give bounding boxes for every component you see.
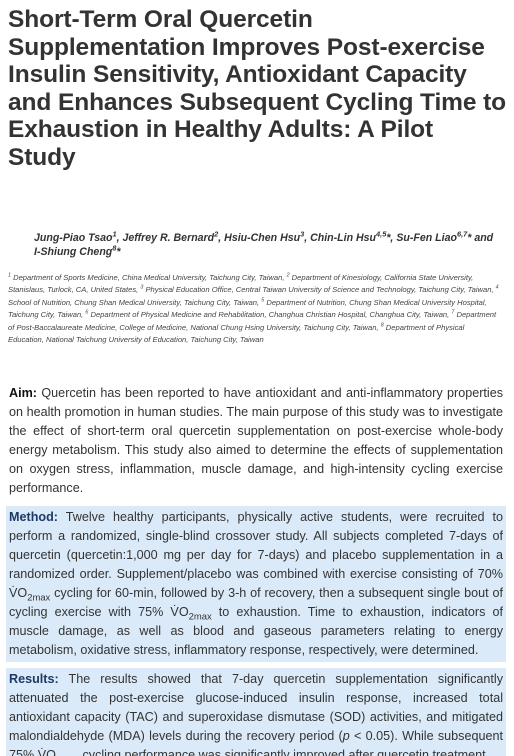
subscript: 2max	[188, 611, 212, 623]
text: , Hsiu-Chen Hsu	[218, 232, 301, 244]
superscript: 1	[112, 229, 117, 239]
text: Department of Physical Education, Nation…	[8, 322, 465, 345]
text: Department of Physical Medicine and Reha…	[88, 310, 452, 320]
article-title: Short-Term Oral Quercetin Supplementatio…	[8, 6, 506, 171]
superscript: 8	[380, 322, 384, 329]
text: The results showed that 7-day quercetin …	[9, 672, 503, 743]
superscript: 3	[300, 229, 305, 239]
text: Jung-Piao Tsao	[34, 232, 113, 244]
superscript: 4	[495, 284, 499, 291]
superscript: 5	[261, 297, 265, 304]
text: cycling for 60-min, followed by 3-h of r…	[9, 586, 503, 619]
abstract-section: Method: Twelve healthy participants, phy…	[6, 506, 506, 662]
text: , Jeffrey R. Bernard	[116, 232, 215, 244]
text: Department of Sports Medicine, China Med…	[10, 273, 287, 282]
affiliations: 1 Department of Sports Medicine, China M…	[8, 272, 500, 346]
text: * and I-Shiung Cheng	[34, 232, 494, 258]
superscript: 7	[451, 309, 455, 316]
superscript: 1	[8, 272, 11, 279]
authors: Jung-Piao Tsao1, Jeffrey R. Bernard2, Hs…	[34, 229, 494, 259]
text: cycling performance was significantly im…	[78, 748, 486, 756]
italic-text: p	[342, 729, 350, 743]
superscript: 8	[112, 243, 117, 253]
text: , Chin-Lin Hsu	[304, 232, 377, 244]
text: *	[116, 246, 121, 258]
text: to exhaustion. Time to exhaustion, indic…	[9, 605, 503, 657]
text: Department of Kinesiology, California St…	[8, 273, 474, 295]
text: Quercetin has been reported to have anti…	[9, 386, 503, 495]
text: < 0.05). While subsequent 75% V̇O	[9, 729, 503, 756]
text: *, Su-Fen Liao	[386, 232, 457, 244]
abstract: Aim: Quercetin has been reported to have…	[6, 382, 506, 756]
text: Department of Post-Baccalaureate Medicin…	[8, 310, 497, 332]
superscript: 2	[286, 272, 290, 279]
superscript: 4,5	[376, 229, 387, 239]
superscript: 6	[85, 309, 89, 316]
section-label: Method:	[9, 510, 58, 524]
text: Department of Nutrition, Chung Shan Medi…	[8, 297, 487, 320]
superscript: 3	[140, 284, 144, 291]
text: School of Nutrition, Chung Shan Medical …	[8, 297, 262, 307]
abstract-section: Aim: Quercetin has been reported to have…	[6, 382, 506, 500]
subscript: 2max	[27, 592, 51, 604]
superscript: 2	[214, 229, 219, 239]
section-label: Results:	[9, 672, 59, 686]
text: Twelve healthy participants, physically …	[9, 510, 503, 600]
text: Physical Education Office, Central Taiwa…	[143, 285, 496, 295]
abstract-section: Results: The results showed that 7-day q…	[6, 668, 506, 756]
section-label: Aim:	[9, 386, 37, 400]
superscript: 6,7	[456, 229, 468, 239]
